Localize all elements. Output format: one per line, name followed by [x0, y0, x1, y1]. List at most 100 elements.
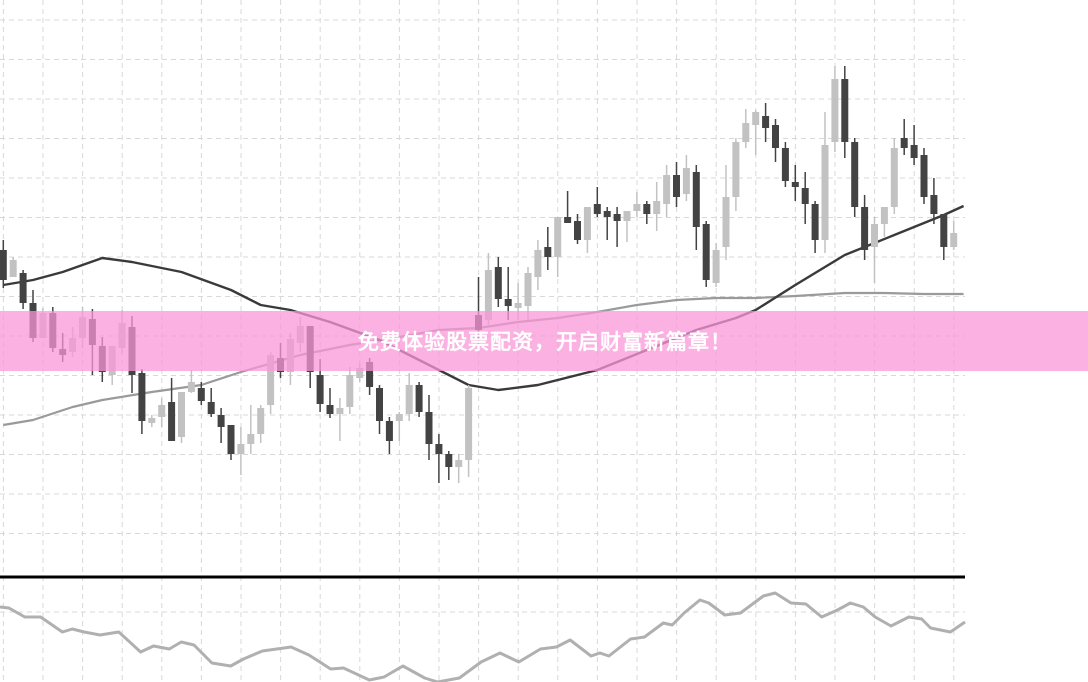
candle-body: [633, 204, 641, 211]
candle: [583, 207, 591, 253]
candle-body: [158, 405, 166, 417]
candle-body: [583, 207, 591, 240]
candle: [455, 454, 463, 483]
candle: [851, 138, 859, 217]
candle-body: [950, 233, 958, 247]
candle-body: [861, 207, 869, 250]
candle-body: [494, 267, 502, 299]
candle: [772, 119, 779, 162]
candle-body: [405, 385, 413, 414]
candle: [633, 192, 641, 217]
candle: [653, 182, 661, 231]
candle-body: [445, 454, 453, 467]
candle: [762, 103, 770, 142]
oscillator: [0, 591, 966, 682]
candle: [880, 207, 888, 237]
candle: [336, 398, 344, 441]
candle-body: [772, 125, 779, 148]
candle-body: [791, 182, 799, 187]
candle-body: [811, 204, 819, 240]
candle-body: [801, 188, 809, 204]
candle-body: [415, 385, 423, 412]
candle-body: [742, 123, 750, 142]
candle-body: [395, 414, 403, 421]
candle: [722, 165, 730, 260]
candle: [326, 388, 334, 418]
candle: [791, 165, 799, 201]
oscillator-line: [0, 591, 966, 682]
candle: [871, 217, 878, 283]
candle-body: [712, 250, 720, 283]
candle-body: [257, 408, 265, 434]
candle: [445, 451, 453, 480]
candle-body: [910, 145, 918, 158]
candle-body: [455, 460, 463, 467]
candle: [950, 221, 958, 250]
candle-body: [762, 116, 770, 128]
candle: [593, 187, 601, 217]
candle-body: [19, 273, 27, 303]
candle-body: [900, 138, 908, 148]
candle: [346, 367, 354, 414]
candle-body: [831, 79, 839, 142]
candle: [623, 211, 631, 242]
candle: [712, 243, 720, 287]
candle-body: [197, 388, 205, 401]
candle-body: [0, 250, 7, 280]
candle: [376, 385, 383, 434]
candle: [841, 66, 849, 158]
candle: [663, 165, 671, 217]
candle: [227, 425, 235, 460]
candle: [544, 227, 552, 270]
candle-body: [247, 434, 255, 444]
candle: [148, 415, 156, 427]
candle-body: [692, 172, 700, 227]
candle-body: [148, 418, 156, 423]
candle-body: [544, 247, 552, 257]
candle-body: [484, 270, 492, 320]
candle-body: [554, 217, 562, 257]
candle-body: [752, 112, 760, 125]
candle-body: [227, 425, 235, 454]
candle: [435, 434, 443, 483]
candle: [890, 138, 898, 214]
candle-body: [603, 211, 611, 217]
candle-body: [653, 201, 661, 214]
candle-body: [9, 260, 17, 277]
candle: [613, 207, 621, 247]
candle-body: [267, 355, 275, 405]
candle-body: [168, 402, 176, 441]
candle: [752, 110, 760, 155]
candle: [742, 109, 750, 148]
candle: [811, 201, 819, 253]
candle: [237, 427, 245, 475]
candle: [732, 138, 740, 211]
candle-body: [871, 224, 878, 247]
candle-body: [524, 273, 532, 306]
candle: [395, 412, 403, 441]
candle: [158, 398, 166, 427]
candle: [19, 270, 27, 309]
candle-body: [890, 148, 898, 207]
candle: [187, 370, 195, 393]
candle-body: [593, 204, 601, 214]
candle-body: [514, 303, 522, 308]
candle: [930, 178, 938, 224]
candle-body: [316, 375, 324, 404]
candle-body: [366, 362, 374, 387]
candle: [465, 385, 473, 477]
candle-body: [732, 142, 740, 197]
candle-body: [702, 224, 710, 280]
candle-body: [376, 388, 383, 421]
candle-body: [326, 405, 334, 414]
candle-body: [178, 392, 185, 437]
candle-body: [356, 368, 364, 378]
candle: [682, 155, 690, 201]
candle: [385, 417, 393, 454]
candle: [692, 165, 700, 250]
candle-body: [930, 195, 938, 214]
candle: [405, 373, 413, 421]
promo-banner[interactable]: 免费体验股票配资，开启财富新篇章！: [0, 311, 1088, 371]
candle-body: [187, 382, 195, 392]
candle: [554, 217, 562, 277]
